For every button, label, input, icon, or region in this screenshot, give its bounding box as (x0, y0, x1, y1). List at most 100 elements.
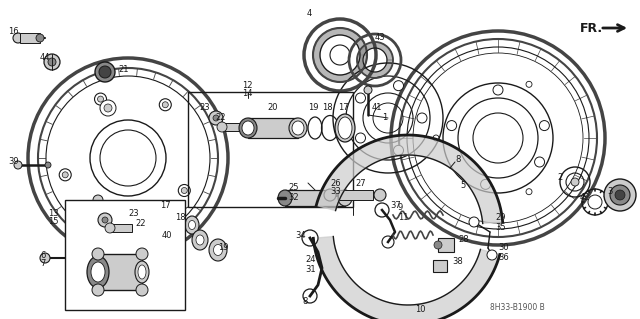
Circle shape (179, 184, 190, 197)
Text: 11: 11 (398, 213, 408, 222)
Ellipse shape (135, 261, 149, 283)
Text: 28: 28 (458, 235, 468, 244)
Bar (338, 190, 373, 200)
Circle shape (324, 189, 336, 201)
Text: 18: 18 (175, 213, 186, 222)
Ellipse shape (338, 117, 352, 139)
Circle shape (92, 248, 104, 260)
Ellipse shape (87, 256, 109, 288)
Circle shape (95, 62, 115, 82)
Text: 5: 5 (460, 181, 465, 189)
Circle shape (417, 113, 427, 123)
Circle shape (99, 66, 111, 78)
Circle shape (526, 189, 532, 195)
Circle shape (487, 250, 497, 260)
Text: 16: 16 (8, 27, 19, 36)
Circle shape (163, 102, 168, 108)
Text: 8H33-B1900 B: 8H33-B1900 B (490, 303, 545, 313)
Circle shape (209, 111, 223, 125)
Ellipse shape (192, 230, 208, 250)
Text: 17: 17 (338, 103, 349, 113)
Text: 6: 6 (40, 250, 45, 259)
Bar (285, 190, 345, 206)
Circle shape (95, 93, 106, 105)
Text: 17: 17 (160, 201, 171, 210)
Circle shape (159, 99, 172, 111)
Bar (110, 224, 132, 232)
Circle shape (364, 86, 372, 94)
Ellipse shape (209, 239, 227, 261)
Text: 35: 35 (495, 224, 506, 233)
Circle shape (72, 255, 78, 261)
Circle shape (394, 81, 403, 91)
Text: 19: 19 (218, 242, 228, 251)
Text: 22: 22 (135, 219, 145, 228)
Circle shape (97, 96, 104, 102)
Circle shape (40, 253, 50, 263)
Circle shape (136, 284, 148, 296)
Text: 15: 15 (48, 218, 58, 226)
Bar (433, 260, 447, 272)
Circle shape (213, 115, 219, 121)
Circle shape (571, 178, 579, 186)
Circle shape (303, 289, 317, 303)
Text: 39: 39 (8, 158, 19, 167)
Ellipse shape (185, 216, 199, 234)
Circle shape (447, 121, 456, 130)
Circle shape (98, 213, 112, 227)
Circle shape (302, 230, 318, 246)
Ellipse shape (189, 220, 195, 229)
Ellipse shape (214, 244, 223, 256)
Circle shape (100, 100, 116, 116)
Ellipse shape (91, 262, 105, 282)
Text: 40: 40 (162, 231, 173, 240)
Circle shape (394, 145, 403, 155)
Text: 19: 19 (308, 103, 319, 113)
Text: 13: 13 (48, 209, 59, 218)
Text: 25: 25 (288, 183, 298, 192)
Text: 29: 29 (495, 213, 506, 222)
Text: 38: 38 (452, 257, 463, 266)
Bar (222, 123, 240, 131)
Circle shape (138, 205, 148, 215)
Circle shape (526, 81, 532, 87)
Circle shape (45, 162, 51, 168)
Text: 24: 24 (305, 256, 316, 264)
Text: 34: 34 (295, 231, 306, 240)
Circle shape (355, 93, 365, 103)
Bar (248, 118, 298, 138)
Bar (438, 238, 454, 252)
Ellipse shape (138, 265, 146, 279)
Circle shape (93, 195, 103, 205)
Text: 37: 37 (390, 201, 401, 210)
Circle shape (434, 241, 442, 249)
Circle shape (48, 58, 56, 66)
Bar (65, 200, 185, 310)
Ellipse shape (175, 209, 181, 217)
Text: 2: 2 (557, 174, 563, 182)
Circle shape (14, 161, 22, 169)
Circle shape (105, 223, 115, 233)
Circle shape (105, 215, 117, 227)
Ellipse shape (239, 118, 257, 138)
Text: FR.: FR. (580, 21, 603, 34)
Polygon shape (313, 28, 367, 82)
Text: 9: 9 (398, 204, 403, 212)
Text: 23: 23 (199, 102, 210, 112)
Circle shape (217, 122, 227, 132)
Text: 33: 33 (330, 188, 340, 197)
Circle shape (62, 172, 68, 178)
Circle shape (92, 284, 104, 296)
Bar (20, 33, 40, 43)
Bar (98, 254, 142, 290)
Text: 4: 4 (307, 10, 312, 19)
Text: 18: 18 (322, 103, 333, 113)
Text: 22: 22 (215, 113, 225, 122)
Text: 23: 23 (128, 210, 139, 219)
Text: 31: 31 (305, 264, 316, 273)
Circle shape (374, 189, 386, 201)
Polygon shape (316, 135, 502, 224)
Circle shape (13, 33, 23, 43)
Circle shape (108, 218, 114, 224)
Circle shape (36, 34, 44, 42)
